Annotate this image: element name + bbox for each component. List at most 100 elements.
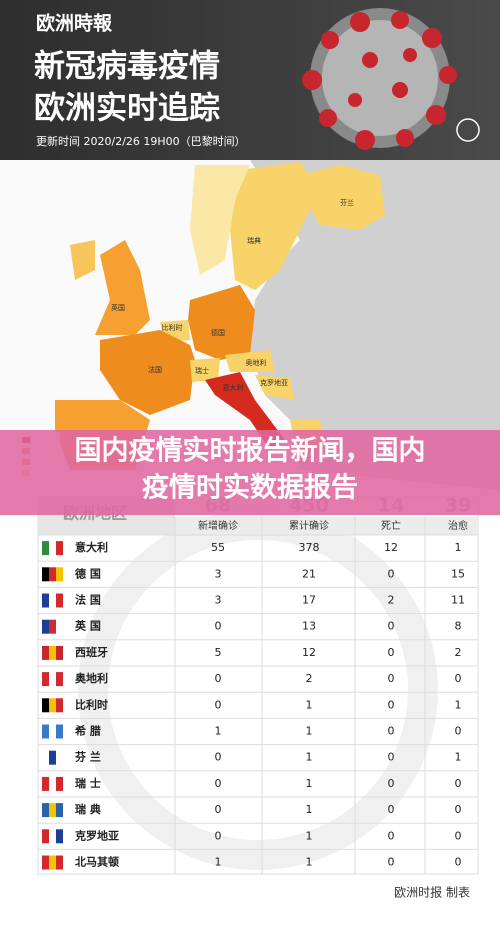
cell-value: 0 — [388, 829, 395, 842]
flag-stripe — [42, 750, 49, 765]
cell-value: 0 — [215, 698, 222, 711]
flag — [42, 829, 63, 844]
country-name: 希 腊 — [74, 724, 101, 738]
cell-value: 378 — [299, 541, 320, 554]
flag-stripe — [42, 855, 49, 870]
flag-stripe — [56, 619, 63, 634]
flag-stripe — [49, 567, 56, 582]
cell-value: 55 — [211, 541, 225, 554]
banner-text: 国内疫情实时报告新闻，国内 — [75, 435, 426, 467]
flag — [42, 593, 63, 608]
flag-stripe — [56, 593, 63, 608]
cell-value: 15 — [451, 567, 465, 580]
country-name: 意大利 — [75, 540, 108, 554]
cell-value: 1 — [306, 803, 313, 816]
cell-value: 0 — [455, 777, 462, 790]
cell-value: 1 — [306, 698, 313, 711]
cell-value: 0 — [388, 725, 395, 738]
table-bg — [37, 496, 479, 875]
cell-value: 2 — [455, 646, 462, 659]
cell-value: 0 — [388, 672, 395, 685]
country-name: 奥地利 — [74, 671, 108, 685]
flag-stripe — [56, 750, 63, 765]
country-name: 比利时 — [75, 697, 108, 711]
country-name: 北马其顿 — [75, 855, 119, 869]
cell-value: 0 — [455, 672, 462, 685]
cell-value: 13 — [302, 620, 316, 633]
flag-stripe — [49, 541, 56, 556]
cell-value: 8 — [455, 620, 462, 633]
flag — [42, 698, 63, 713]
brand-icon — [456, 118, 480, 142]
cell-value: 0 — [388, 620, 395, 633]
flag-stripe — [56, 855, 63, 870]
map-label: 德国 — [211, 328, 225, 337]
cell-value: 0 — [388, 751, 395, 764]
cell-value: 0 — [215, 829, 222, 842]
flag — [42, 724, 63, 739]
cell-value: 0 — [455, 803, 462, 816]
country-name: 法 国 — [75, 593, 101, 607]
map-label: 比利时 — [162, 323, 183, 332]
title-line: 欧洲实时追踪 — [34, 91, 220, 127]
banner — [0, 430, 500, 515]
cell-value: 3 — [215, 594, 222, 607]
flag-stripe — [49, 829, 56, 844]
country-name: 德 国 — [74, 566, 101, 580]
cell-value: 0 — [215, 620, 222, 633]
flag — [42, 750, 63, 765]
cell-value: 0 — [215, 777, 222, 790]
cell-value: 12 — [384, 541, 398, 554]
flag — [42, 645, 63, 660]
flag-stripe — [42, 593, 49, 608]
country-name: 瑞 典 — [75, 802, 101, 816]
flag-stripe — [56, 776, 63, 791]
flag-stripe — [42, 541, 49, 556]
flag — [42, 776, 63, 791]
cell-value: 11 — [451, 594, 465, 607]
flag — [42, 803, 63, 818]
cell-value: 1 — [215, 725, 222, 738]
flag-stripe — [56, 698, 63, 713]
cell-value: 1 — [455, 541, 462, 554]
flag-stripe — [42, 698, 49, 713]
cell-value: 0 — [455, 856, 462, 869]
map-label: 英国 — [111, 303, 125, 312]
flag-stripe — [42, 645, 49, 660]
map-label: 克罗地亚 — [260, 378, 288, 387]
cell-value: 0 — [388, 646, 395, 659]
map-label: 瑞典 — [247, 236, 261, 245]
column-header: 治愈 — [448, 519, 468, 532]
update-time: 更新时间 2020/2/26 19H00（巴黎时间） — [36, 134, 246, 148]
flag-stripe — [56, 724, 63, 739]
flag-stripe — [56, 541, 63, 556]
country-name: 西班牙 — [75, 645, 108, 659]
cell-value: 3 — [215, 567, 222, 580]
cell-value: 0 — [388, 698, 395, 711]
flag-stripe — [49, 619, 56, 634]
flag — [42, 672, 63, 687]
flag-stripe — [56, 672, 63, 687]
flag — [42, 619, 63, 634]
flag-stripe — [56, 829, 63, 844]
cell-value: 0 — [388, 856, 395, 869]
flag-stripe — [56, 803, 63, 818]
flag-stripe — [42, 619, 49, 634]
cell-value: 17 — [302, 594, 316, 607]
cell-value: 0 — [215, 803, 222, 816]
map-label: 奥地利 — [246, 358, 267, 367]
cell-value: 0 — [455, 725, 462, 738]
flag — [42, 541, 63, 556]
cell-value: 1 — [306, 751, 313, 764]
flag-stripe — [49, 855, 56, 870]
cell-value: 0 — [215, 751, 222, 764]
cell-value: 0 — [215, 672, 222, 685]
cell-value: 1 — [306, 777, 313, 790]
flag-stripe — [56, 645, 63, 660]
cell-value: 1 — [215, 856, 222, 869]
map-label: 意大利 — [223, 383, 244, 392]
flag — [42, 567, 63, 582]
flag — [42, 855, 63, 870]
cell-value: 1 — [306, 725, 313, 738]
